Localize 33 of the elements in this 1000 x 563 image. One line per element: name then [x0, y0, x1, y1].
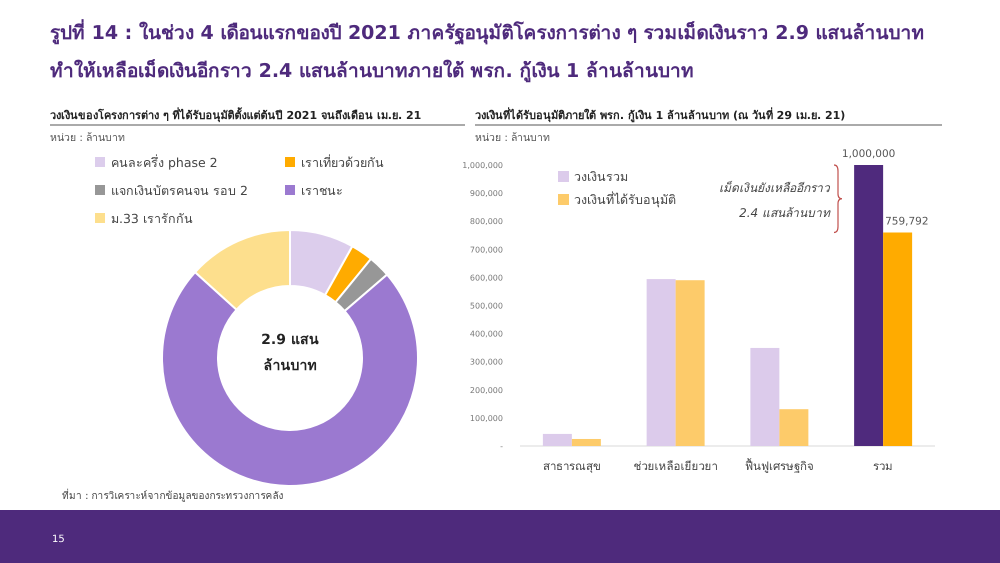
data-label: 1,000,000: [842, 148, 896, 160]
y-tick-label: 300,000: [470, 358, 503, 367]
data-label: 759,792: [885, 216, 929, 228]
legend-label: วงเงินที่ได้รับอนุมัติ: [574, 191, 676, 208]
y-tick-label: 500,000: [470, 302, 503, 310]
text: 15: [52, 534, 65, 545]
legend-label: วงเงินรวม: [574, 169, 628, 184]
legend-label: เราชนะ: [301, 183, 343, 198]
legend-label: ม.33 เรารักกัน: [111, 211, 193, 226]
x-tick-label: ฟื้นฟูเศรษฐกิจ: [744, 458, 814, 473]
y-tick-label: -: [500, 442, 504, 451]
x-tick-label: ช่วยเหลือเยียวยา: [634, 459, 718, 473]
text: หน่วย : ล้านบาท: [50, 132, 126, 144]
legend-label: คนละครึ่ง phase 2: [111, 154, 218, 170]
y-tick-label: 700,000: [470, 245, 503, 254]
y-axis-title: หน่วย : ล้านบาท: [475, 132, 550, 144]
x-tick-label: รวม: [873, 459, 894, 473]
chart-title: วงเงินที่ได้รับอนุมัติภายใต้ พรก. กู้เงิน 1 ล้านล้านบาท (ณ วันที่ 29 เม.ย. 21): [475, 107, 846, 123]
y-tick-label: 600,000: [470, 273, 503, 282]
y-tick-label: 100,000: [470, 414, 503, 423]
legend-label: แจกเงินบัตรคนจน รอบ 2: [111, 183, 248, 198]
text: 2.9 แสน ล้านบาท: [261, 332, 319, 374]
annotation: เม็ดเงินยังเหลืออีกราว 2.4 แสนล้านบาท: [719, 180, 831, 220]
chart-title: วงเงินของโครงการต่าง ๆ ที่ได้รับอนุมัติตั้งแต่ต้นปี 2021 จนถึงเดือน เม.ย. 21: [50, 107, 422, 123]
x-tick-label: สาธารณสุข: [542, 459, 601, 473]
y-tick-label: 800,000: [470, 217, 503, 226]
legend-label: เราเที่ยวด้วยกัน: [301, 154, 384, 170]
y-tick-label: 200,000: [470, 386, 503, 395]
text: ที่มา : การวิเคราะห์จากข้อมูลของกระทรวงการคลัง: [62, 488, 284, 502]
y-tick-label: 900,000: [470, 189, 503, 198]
y-tick-label: 1,000,000: [462, 161, 503, 170]
y-tick-label: 400,000: [470, 330, 503, 339]
text: รูปที่ 14 : ในช่วง 4 เดือนแรกของปี 2021 ภาครัฐอนุมัติโครงการต่าง ๆ รวมเม็ดเงินราว 2.9 แสนล้านบาท ทำให้เหลือเม็ดเงินอีกราว 2.4 แสนล้านบาทภายใต้ พรก. กู้เงิน 1 ล้านล้านบาท: [50, 18, 926, 84]
